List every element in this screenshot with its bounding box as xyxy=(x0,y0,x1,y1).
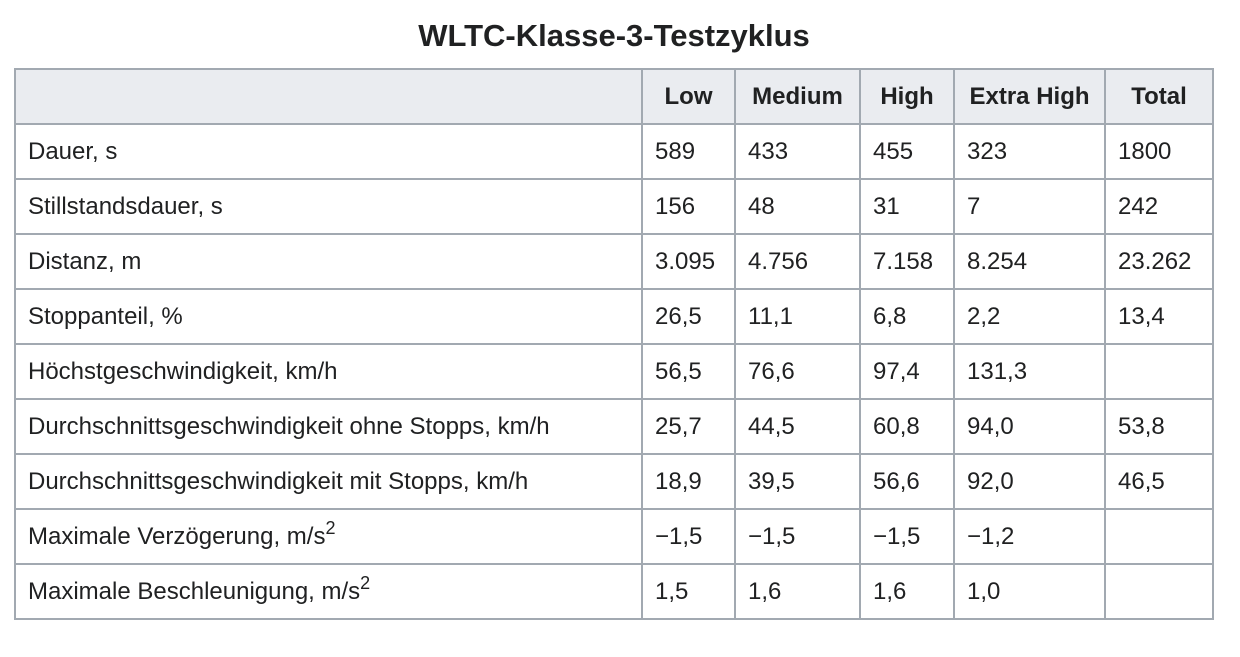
table-row: Dauer, s 589 433 455 323 1800 xyxy=(14,123,1214,180)
cell: 25,7 xyxy=(641,398,736,455)
cell: 323 xyxy=(953,123,1106,180)
cell: 589 xyxy=(641,123,736,180)
cell xyxy=(1104,343,1214,400)
table-row: Stillstandsdauer, s 156 48 31 7 242 xyxy=(14,178,1214,235)
header-cell xyxy=(14,68,643,125)
cell: 94,0 xyxy=(953,398,1106,455)
cell: 48 xyxy=(734,178,861,235)
header-cell: Low xyxy=(641,68,736,125)
label-text: Maximale Verzögerung, m/s xyxy=(28,522,326,550)
table-row: Stoppanteil, % 26,5 11,1 6,8 2,2 13,4 xyxy=(14,288,1214,345)
data-table: Low Medium High Extra High Total Dauer, s 589… xyxy=(14,68,1214,620)
table-row: Durchschnittsgeschwindigkeit mit Stopps,… xyxy=(14,453,1214,510)
cell: 13,4 xyxy=(1104,288,1214,345)
cell: −1,5 xyxy=(641,508,736,565)
cell: 31 xyxy=(859,178,955,235)
cell: 1,5 xyxy=(641,563,736,620)
cell: 455 xyxy=(859,123,955,180)
row-label: Höchstgeschwindigkeit, km/h xyxy=(14,343,643,400)
cell: −1,5 xyxy=(859,508,955,565)
label-text: Maximale Beschleunigung, m/s xyxy=(28,577,361,605)
cell: 1800 xyxy=(1104,123,1214,180)
cell: 1,6 xyxy=(734,563,861,620)
cell: 1,0 xyxy=(953,563,1106,620)
cell xyxy=(1104,563,1214,620)
cell: 97,4 xyxy=(859,343,955,400)
cell: 23.262 xyxy=(1104,233,1214,290)
cell: 56,5 xyxy=(641,343,736,400)
table-row: Maximale Beschleunigung, m/s2 1,5 1,6 1,6 1,… xyxy=(14,563,1214,620)
cell: 26,5 xyxy=(641,288,736,345)
superscript: 2 xyxy=(360,572,371,593)
cell: 4.756 xyxy=(734,233,861,290)
cell: 156 xyxy=(641,178,736,235)
cell: 53,8 xyxy=(1104,398,1214,455)
cell: 11,1 xyxy=(734,288,861,345)
row-label: Maximale Verzögerung, m/s2 xyxy=(14,508,643,565)
table-row: Höchstgeschwindigkeit, km/h 56,5 76,6 97,4 1… xyxy=(14,343,1214,400)
cell: 60,8 xyxy=(859,398,955,455)
table-title: WLTC-Klasse-3-Testzyklus xyxy=(418,18,810,53)
header-cell: High xyxy=(859,68,955,125)
cell: 56,6 xyxy=(859,453,955,510)
table-row: Distanz, m 3.095 4.756 7.158 8.254 23.262 xyxy=(14,233,1214,290)
row-label: Dauer, s xyxy=(14,123,643,180)
row-label: Durchschnittsgeschwindigkeit ohne Stopps… xyxy=(14,398,643,455)
cell: 8.254 xyxy=(953,233,1106,290)
cell: 92,0 xyxy=(953,453,1106,510)
cell: 39,5 xyxy=(734,453,861,510)
cell: 6,8 xyxy=(859,288,955,345)
cell: 7.158 xyxy=(859,233,955,290)
cell: −1,2 xyxy=(953,508,1106,565)
header-cell: Total xyxy=(1104,68,1214,125)
cell: 3.095 xyxy=(641,233,736,290)
table-row: Durchschnittsgeschwindigkeit ohne Stopps… xyxy=(14,398,1214,455)
cell: −1,5 xyxy=(734,508,861,565)
header-row: Low Medium High Extra High Total xyxy=(14,68,1214,125)
cell xyxy=(1104,508,1214,565)
row-label: Durchschnittsgeschwindigkeit mit Stopps,… xyxy=(14,453,643,510)
superscript: 2 xyxy=(325,517,336,538)
cell: 44,5 xyxy=(734,398,861,455)
row-label: Distanz, m xyxy=(14,233,643,290)
header-cell: Extra High xyxy=(953,68,1106,125)
cell: 242 xyxy=(1104,178,1214,235)
header-cell: Medium xyxy=(734,68,861,125)
cell: 46,5 xyxy=(1104,453,1214,510)
table-row: Maximale Verzögerung, m/s2 −1,5 −1,5 −1,5 −1… xyxy=(14,508,1214,565)
cell: 7 xyxy=(953,178,1106,235)
cell: 1,6 xyxy=(859,563,955,620)
cell: 76,6 xyxy=(734,343,861,400)
cell: 18,9 xyxy=(641,453,736,510)
row-label: Stillstandsdauer, s xyxy=(14,178,643,235)
cell: 433 xyxy=(734,123,861,180)
row-label: Maximale Beschleunigung, m/s2 xyxy=(14,563,643,620)
cell: 131,3 xyxy=(953,343,1106,400)
cell: 2,2 xyxy=(953,288,1106,345)
row-label: Stoppanteil, % xyxy=(14,288,643,345)
